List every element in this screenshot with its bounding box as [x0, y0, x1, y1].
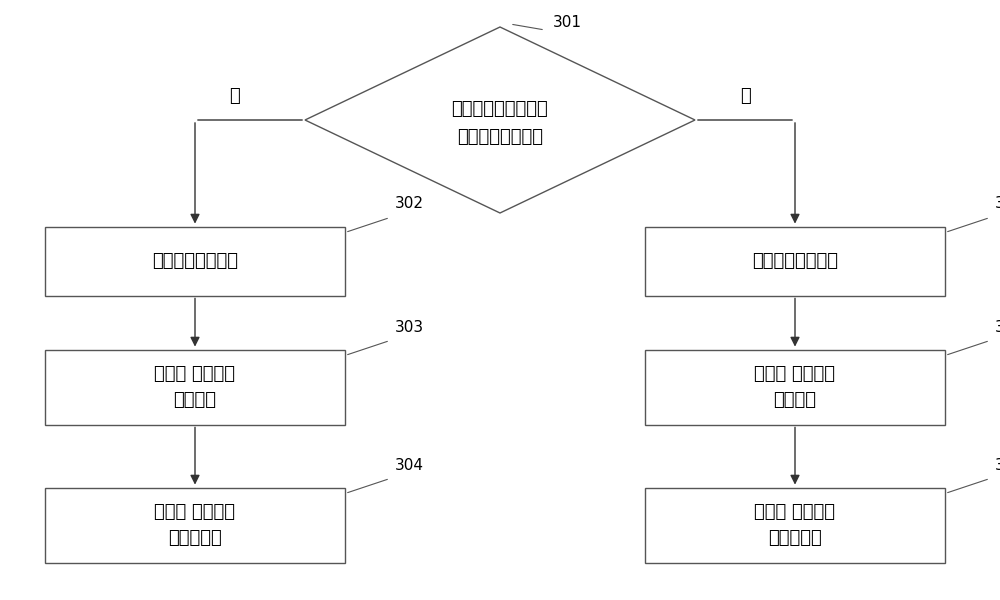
Bar [45, 227, 345, 296]
Text: 305: 305 [995, 196, 1000, 211]
Text: 否: 否 [740, 87, 750, 105]
Text: 分组数据接入信道: 分组数据接入信道 [457, 128, 543, 146]
Text: 发送方 采用第一
封装方式: 发送方 采用第一 封装方式 [154, 365, 236, 409]
Bar [45, 349, 345, 425]
Text: 是否承载在高速无线: 是否承载在高速无线 [452, 100, 548, 118]
Bar [645, 487, 945, 563]
Bar [45, 487, 345, 563]
Text: 发送方 采用第二
封装方式: 发送方 采用第二 封装方式 [755, 365, 836, 409]
Text: 306: 306 [995, 319, 1000, 335]
Bar [645, 227, 945, 296]
Text: 接收方 采用第一
解封装方式: 接收方 采用第一 解封装方式 [154, 503, 236, 547]
Text: 304: 304 [395, 457, 424, 473]
Text: 接收方 采用第二
解封装方式: 接收方 采用第二 解封装方式 [755, 503, 836, 547]
Text: 301: 301 [553, 15, 582, 30]
Text: 307: 307 [995, 457, 1000, 473]
Text: 303: 303 [395, 319, 424, 335]
Text: 选择第一承载方式: 选择第一承载方式 [152, 252, 238, 270]
Text: 302: 302 [395, 196, 424, 211]
Bar [645, 349, 945, 425]
Text: 选择第二承载方式: 选择第二承载方式 [752, 252, 838, 270]
Polygon shape [305, 27, 695, 213]
Text: 是: 是 [230, 87, 240, 105]
